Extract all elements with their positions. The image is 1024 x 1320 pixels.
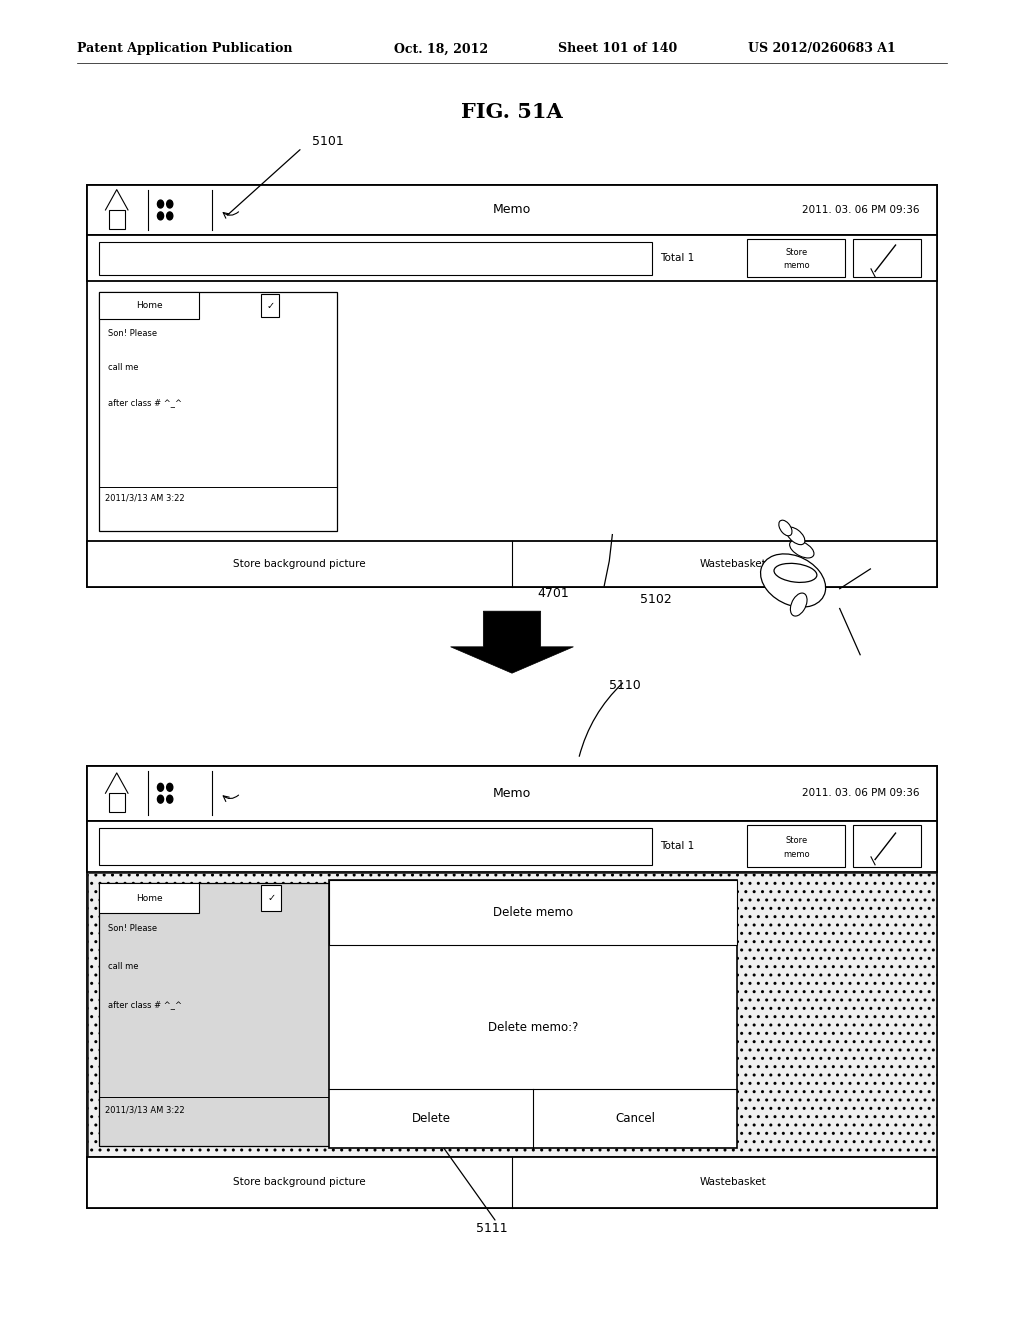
Text: call me: call me — [108, 363, 138, 372]
Ellipse shape — [779, 520, 792, 536]
Bar — [87, 541, 937, 587]
Ellipse shape — [790, 540, 814, 558]
Bar — [748, 825, 845, 867]
Text: Store: Store — [785, 248, 807, 257]
Bar — [99, 883, 337, 1146]
Bar — [261, 294, 280, 317]
Text: 2011. 03. 06 PM 09:36: 2011. 03. 06 PM 09:36 — [803, 205, 920, 215]
Ellipse shape — [791, 593, 807, 616]
Bar — [748, 239, 845, 277]
Circle shape — [158, 213, 164, 220]
Bar — [261, 886, 281, 911]
Ellipse shape — [786, 527, 805, 545]
Text: 5110: 5110 — [609, 678, 641, 692]
Bar — [87, 235, 937, 281]
Bar — [99, 292, 200, 319]
Bar — [87, 185, 937, 235]
Text: Store background picture: Store background picture — [233, 1177, 366, 1188]
Bar — [109, 793, 125, 812]
Bar — [99, 242, 651, 275]
Text: Delete memo:?: Delete memo:? — [488, 1022, 579, 1035]
Bar — [87, 1156, 937, 1208]
Text: Store: Store — [785, 836, 807, 845]
Text: Sheet 101 of 140: Sheet 101 of 140 — [558, 42, 677, 55]
Circle shape — [167, 213, 173, 220]
Bar — [87, 871, 937, 1156]
Text: 5111: 5111 — [476, 1221, 508, 1234]
Text: 2011/3/13 AM 3:22: 2011/3/13 AM 3:22 — [105, 1106, 185, 1114]
Bar — [853, 239, 922, 277]
Circle shape — [167, 783, 173, 791]
Circle shape — [158, 783, 164, 791]
Text: ✓: ✓ — [267, 894, 275, 903]
Circle shape — [167, 795, 173, 803]
Bar — [330, 880, 737, 945]
Text: Memo: Memo — [493, 787, 531, 800]
Text: Oct. 18, 2012: Oct. 18, 2012 — [394, 42, 488, 55]
Circle shape — [158, 795, 164, 803]
Bar — [87, 185, 937, 587]
Text: after class # ^_^: after class # ^_^ — [108, 399, 181, 407]
Bar — [87, 766, 937, 821]
Text: US 2012/0260683 A1: US 2012/0260683 A1 — [748, 42, 895, 55]
Bar — [87, 766, 937, 1208]
Text: FIG. 51A: FIG. 51A — [461, 102, 563, 123]
Text: call me: call me — [108, 962, 138, 970]
Bar — [99, 292, 337, 531]
Ellipse shape — [761, 554, 825, 607]
Text: Patent Application Publication: Patent Application Publication — [77, 42, 292, 55]
Text: Home: Home — [136, 301, 163, 310]
Polygon shape — [451, 611, 573, 673]
Text: after class # ^_^: after class # ^_^ — [108, 1001, 181, 1008]
Text: Total 1: Total 1 — [659, 841, 694, 851]
Bar — [853, 825, 922, 867]
Text: 2011/3/13 AM 3:22: 2011/3/13 AM 3:22 — [105, 494, 185, 503]
Text: Wastebasket: Wastebasket — [699, 1177, 766, 1188]
Circle shape — [167, 201, 173, 209]
Text: memo: memo — [783, 261, 810, 271]
Bar — [330, 880, 737, 1148]
Bar — [87, 821, 937, 871]
Text: Cancel: Cancel — [615, 1113, 655, 1126]
Text: 4701: 4701 — [538, 586, 569, 599]
Circle shape — [158, 201, 164, 209]
Text: Delete memo: Delete memo — [494, 906, 573, 919]
Text: Delete: Delete — [412, 1113, 451, 1126]
Bar — [89, 824, 935, 869]
Text: Son! Please: Son! Please — [108, 329, 157, 338]
Text: Home: Home — [136, 894, 163, 903]
Text: ✓: ✓ — [266, 301, 274, 310]
Text: memo: memo — [783, 850, 810, 859]
Text: Store background picture: Store background picture — [233, 560, 366, 569]
Bar — [88, 873, 936, 1155]
Bar — [99, 828, 651, 865]
Text: Memo: Memo — [493, 203, 531, 216]
Text: Wastebasket: Wastebasket — [699, 560, 766, 569]
Bar — [99, 883, 200, 913]
Bar — [109, 210, 125, 228]
Text: 5101: 5101 — [312, 135, 344, 148]
Ellipse shape — [774, 564, 817, 582]
Text: 2011. 03. 06 PM 09:36: 2011. 03. 06 PM 09:36 — [803, 788, 920, 799]
Text: Son! Please: Son! Please — [108, 924, 157, 933]
Text: 5102: 5102 — [640, 593, 672, 606]
Text: Total 1: Total 1 — [659, 253, 694, 263]
